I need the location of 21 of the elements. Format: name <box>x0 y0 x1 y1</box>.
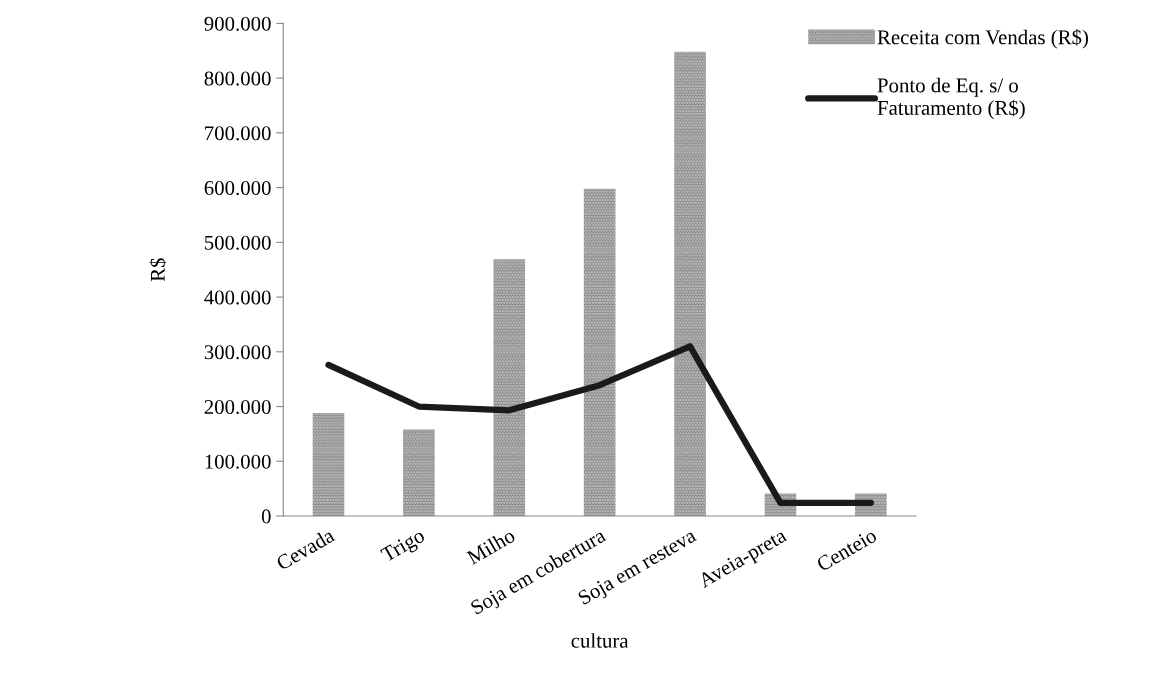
x-tick-label: Milho <box>465 527 516 565</box>
bar <box>403 429 435 516</box>
legend-label: Ponto de Eq. s/ o Faturamento (R$) <box>877 77 1025 120</box>
x-axis-title: cultura <box>571 633 629 648</box>
bar <box>493 259 526 516</box>
y-tick-label: 500.000 <box>204 235 271 250</box>
y-tick-label: 300.000 <box>204 345 271 360</box>
y-tick-label: 200.000 <box>204 399 271 415</box>
y-tick-label: 100.000 <box>205 454 271 469</box>
y-tick-label: 400.000 <box>204 290 271 305</box>
y-tick-label: 0 <box>261 509 271 524</box>
y-tick-label: 800.000 <box>204 71 271 86</box>
bar <box>674 51 706 516</box>
bar <box>312 413 345 516</box>
bar <box>583 188 616 516</box>
y-tick-label: 900.000 <box>204 16 271 31</box>
y-tick-label: 700.000 <box>205 126 271 141</box>
x-tick-label: Trigo <box>380 528 428 567</box>
legend-label: Receita com Vendas (R$) <box>877 29 1088 49</box>
y-tick-label: 600.000 <box>204 180 271 196</box>
y-axis-title: R$ <box>149 258 167 282</box>
